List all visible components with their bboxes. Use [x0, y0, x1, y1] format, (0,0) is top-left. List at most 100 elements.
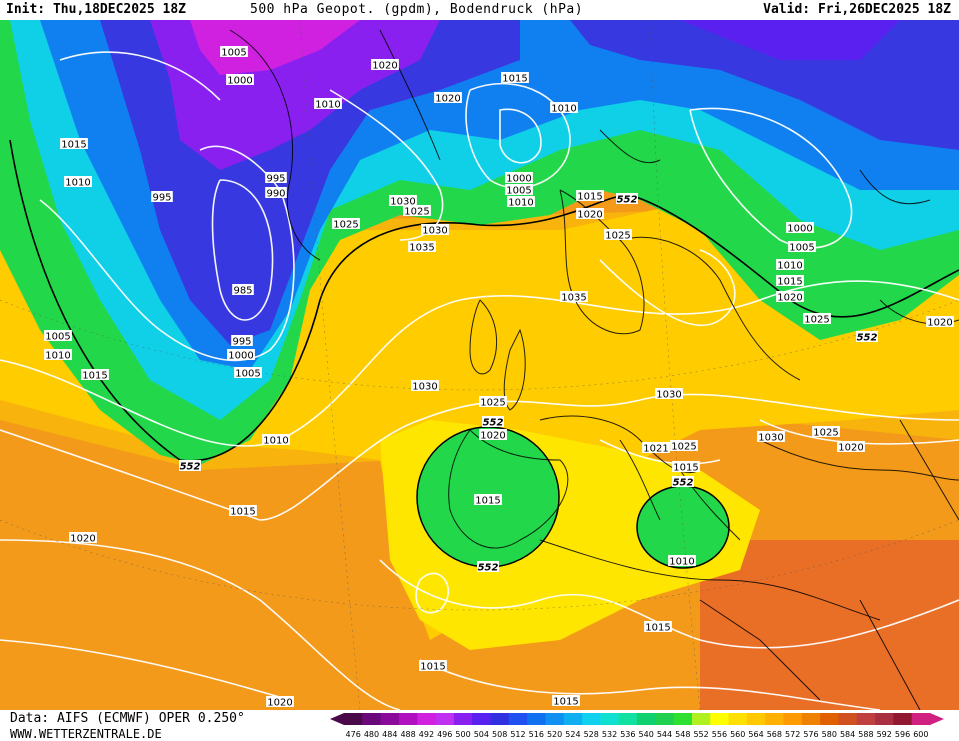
isobar-label: 1010	[507, 196, 535, 209]
isobar-label: 1025	[403, 205, 431, 218]
isobar-label: 995	[151, 191, 173, 204]
isobar-label: 1000	[786, 222, 814, 235]
isobar-label: 1010	[64, 176, 92, 189]
colorbar-tick-label: 548	[675, 730, 690, 739]
svg-text:1030: 1030	[758, 433, 783, 444]
colorbar-swatch	[527, 713, 546, 725]
svg-text:1035: 1035	[561, 293, 586, 304]
colorbar-swatch	[344, 713, 363, 725]
isobar-label: 1015	[552, 695, 580, 708]
isobar-label: 1015	[576, 190, 604, 203]
svg-text:552: 552	[483, 418, 504, 429]
svg-text:1020: 1020	[577, 210, 602, 221]
colorbar-swatch	[508, 713, 528, 725]
isobar-label: 1030	[421, 224, 449, 237]
colorbar-tick-label: 508	[492, 730, 507, 739]
colorbar-swatch	[673, 713, 693, 725]
colorbar-tick-label: 492	[419, 730, 434, 739]
isobar-label: 1010	[314, 98, 342, 111]
colorbar-swatch	[582, 713, 601, 725]
isobar-label: 995	[231, 335, 253, 348]
svg-text:995: 995	[266, 174, 285, 185]
isobar-label: 1010	[550, 102, 578, 115]
header-bar: Init: Thu,18DEC2025 18Z 500 hPa Geopot. …	[0, 0, 959, 22]
colorbar-arrow-left	[330, 713, 344, 725]
isobar-label: 1020	[926, 316, 954, 329]
svg-text:1020: 1020	[372, 61, 397, 72]
isobar-label: 1030	[655, 388, 683, 401]
geopotential-field-magenta	[190, 20, 360, 75]
svg-text:1010: 1010	[551, 104, 576, 115]
svg-text:552: 552	[617, 195, 638, 206]
isobar-label: 1000	[227, 349, 255, 362]
isobar-label: 1010	[44, 349, 72, 362]
isobar-label: 1015	[81, 369, 109, 382]
colorbar-swatch	[801, 713, 821, 725]
contour-552-label: 552	[179, 460, 201, 473]
isobar-label: 1010	[776, 259, 804, 272]
svg-text:995: 995	[152, 193, 171, 204]
colorbar-swatch	[710, 713, 730, 725]
colorbar-tick-label: 544	[657, 730, 672, 739]
colorbar-tick-label: 580	[822, 730, 837, 739]
isobar-label: 1020	[434, 92, 462, 105]
colorbar-tick-label: 540	[639, 730, 654, 739]
colorbar-swatch	[838, 713, 858, 725]
colorbar-swatch	[783, 713, 803, 725]
colorbar-swatch	[490, 713, 510, 725]
svg-text:1005: 1005	[789, 243, 814, 254]
svg-text:985: 985	[233, 286, 252, 297]
valid-time: Valid: Fri,26DEC2025 18Z	[763, 2, 951, 17]
isobar-label: 1010	[262, 434, 290, 447]
svg-text:1025: 1025	[671, 442, 696, 453]
isobar-label: 1005	[220, 46, 248, 59]
isobar-label: 1000	[505, 172, 533, 185]
svg-text:1010: 1010	[65, 178, 90, 189]
svg-text:1025: 1025	[605, 231, 630, 242]
svg-text:1000: 1000	[787, 224, 812, 235]
svg-text:1021: 1021	[643, 444, 668, 455]
svg-text:1020: 1020	[838, 443, 863, 454]
svg-text:1025: 1025	[480, 398, 505, 409]
isobar-label: 1035	[408, 241, 436, 254]
colorbar-swatch	[380, 713, 400, 725]
isobar-label: 1015	[776, 275, 804, 288]
isobar-label: 1021	[642, 442, 670, 455]
isobar-label: 995	[265, 172, 287, 185]
svg-text:1015: 1015	[673, 463, 698, 474]
svg-text:1020: 1020	[927, 318, 952, 329]
graticule	[0, 20, 959, 710]
isobar-label: 1020	[776, 291, 804, 304]
isobar-label: 1005	[505, 184, 533, 197]
colorbar-swatch	[545, 713, 565, 725]
svg-text:1015: 1015	[645, 623, 670, 634]
contour-552-label: 552	[672, 476, 694, 489]
contour-552-label: 552	[482, 416, 504, 429]
svg-text:1035: 1035	[409, 243, 434, 254]
svg-text:1005: 1005	[235, 369, 260, 380]
colorbar-tick-label: 476	[346, 730, 361, 739]
website-credit: WWW.WETTERZENTRALE.DE	[10, 727, 162, 741]
svg-text:1025: 1025	[813, 428, 838, 439]
svg-text:1010: 1010	[508, 198, 533, 209]
isobar-label: 1005	[44, 330, 72, 343]
svg-text:552: 552	[857, 333, 878, 344]
svg-text:1015: 1015	[502, 74, 527, 85]
colorbar-swatch	[563, 713, 583, 725]
colorbar-swatch	[746, 713, 766, 725]
colorbar-arrow-right	[930, 713, 944, 725]
svg-text:1025: 1025	[333, 220, 358, 231]
colorbar-tick-label: 552	[693, 730, 708, 739]
svg-text:1030: 1030	[412, 382, 437, 393]
svg-text:1020: 1020	[435, 94, 460, 105]
isobar-label: 985	[232, 284, 254, 297]
svg-text:1005: 1005	[45, 332, 70, 343]
isobar-label: 1030	[757, 431, 785, 444]
colorbar-swatch	[655, 713, 675, 725]
contour-552-label: 552	[616, 193, 638, 206]
svg-text:990: 990	[266, 189, 285, 200]
svg-text:1020: 1020	[267, 698, 292, 709]
svg-text:1015: 1015	[230, 507, 255, 518]
svg-text:1010: 1010	[669, 557, 694, 568]
